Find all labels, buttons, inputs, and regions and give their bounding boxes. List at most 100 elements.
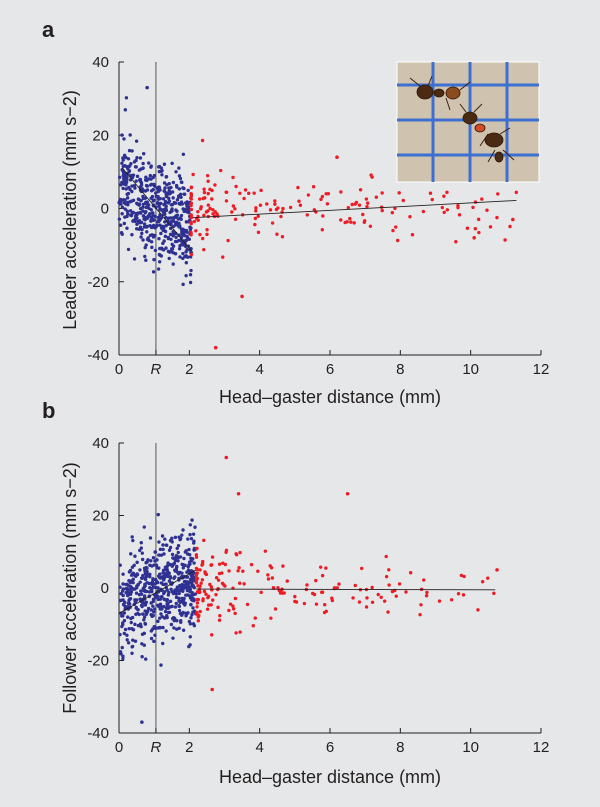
- data-point: [124, 586, 128, 591]
- y-tick-label: 20: [92, 127, 109, 144]
- data-point: [140, 231, 144, 236]
- data-point: [195, 567, 200, 572]
- panel-a-series-blue: [117, 96, 193, 287]
- data-point: [138, 622, 143, 626]
- data-point: [189, 558, 194, 563]
- data-point: [185, 230, 189, 234]
- data-point: [140, 557, 145, 562]
- data-point: [146, 606, 151, 611]
- data-point: [380, 208, 384, 213]
- data-point: [323, 603, 327, 607]
- data-point: [387, 568, 391, 572]
- data-point: [144, 657, 148, 661]
- data-point: [245, 602, 250, 607]
- data-point: [170, 604, 174, 609]
- data-point: [210, 588, 214, 592]
- data-point: [181, 152, 186, 156]
- panel-b-trend-line-blue: [118, 569, 197, 614]
- data-point: [124, 96, 129, 100]
- data-point: [162, 577, 166, 581]
- x-tick-label: 12: [533, 739, 550, 756]
- data-point: [150, 589, 154, 594]
- data-point: [155, 223, 159, 228]
- data-point: [189, 536, 194, 541]
- data-point: [176, 544, 181, 548]
- data-point: [142, 643, 147, 647]
- x-tick-label: 0: [115, 739, 123, 756]
- data-point: [151, 597, 156, 602]
- data-point: [165, 604, 169, 608]
- data-point: [122, 611, 127, 615]
- data-point: [149, 215, 154, 219]
- data-point: [169, 249, 174, 254]
- data-point: [121, 621, 125, 625]
- data-point: [143, 603, 147, 607]
- data-point: [129, 585, 133, 589]
- data-point: [200, 563, 204, 567]
- data-point: [456, 592, 461, 596]
- data-point: [125, 638, 129, 642]
- data-point: [149, 636, 154, 641]
- data-point: [151, 270, 156, 274]
- data-point: [163, 609, 168, 614]
- data-point: [146, 236, 150, 240]
- data-point: [182, 192, 186, 196]
- data-point: [165, 564, 170, 568]
- data-point: [134, 211, 138, 216]
- data-point: [253, 222, 257, 227]
- data-point: [233, 611, 237, 616]
- data-point: [456, 205, 460, 210]
- data-point: [215, 212, 219, 216]
- data-point: [165, 598, 169, 602]
- data-point: [428, 191, 433, 195]
- data-point: [188, 523, 193, 527]
- data-point: [156, 215, 161, 220]
- data-point: [178, 537, 182, 542]
- data-point: [154, 593, 158, 597]
- data-point: [156, 586, 160, 590]
- data-point: [425, 590, 429, 595]
- data-point: [278, 591, 283, 595]
- data-point: [202, 187, 206, 191]
- data-point: [143, 589, 147, 594]
- data-point: [182, 239, 186, 243]
- data-point: [162, 210, 167, 215]
- data-point: [120, 232, 124, 236]
- data-point: [128, 133, 132, 137]
- data-point: [175, 209, 179, 213]
- data-point: [151, 211, 155, 216]
- data-point: [221, 255, 225, 259]
- data-point: [224, 190, 229, 194]
- data-point: [160, 247, 164, 251]
- data-point: [127, 598, 131, 603]
- data-point: [145, 566, 149, 570]
- data-point: [122, 618, 127, 623]
- data-point: [121, 614, 125, 618]
- data-point: [152, 257, 156, 262]
- data-point: [129, 552, 133, 556]
- data-point: [190, 595, 194, 599]
- data-point: [395, 238, 400, 243]
- data-point: [138, 211, 143, 215]
- data-point: [145, 85, 149, 90]
- data-point: [118, 632, 122, 637]
- data-point: [270, 576, 275, 580]
- data-point: [179, 587, 183, 591]
- data-point: [353, 583, 357, 588]
- data-point: [160, 534, 165, 538]
- y-tick-label: 40: [92, 54, 109, 71]
- data-point: [149, 629, 154, 633]
- data-point: [514, 190, 519, 195]
- data-point: [149, 208, 153, 212]
- y-tick-label: -40: [87, 347, 109, 364]
- data-point: [147, 177, 151, 181]
- data-point: [125, 226, 129, 230]
- data-point: [218, 613, 222, 618]
- data-point: [281, 564, 285, 568]
- data-point: [196, 209, 200, 214]
- data-point: [161, 241, 165, 246]
- data-point: [145, 188, 150, 192]
- data-point: [149, 608, 154, 612]
- data-point: [202, 213, 206, 218]
- data-point: [393, 206, 397, 211]
